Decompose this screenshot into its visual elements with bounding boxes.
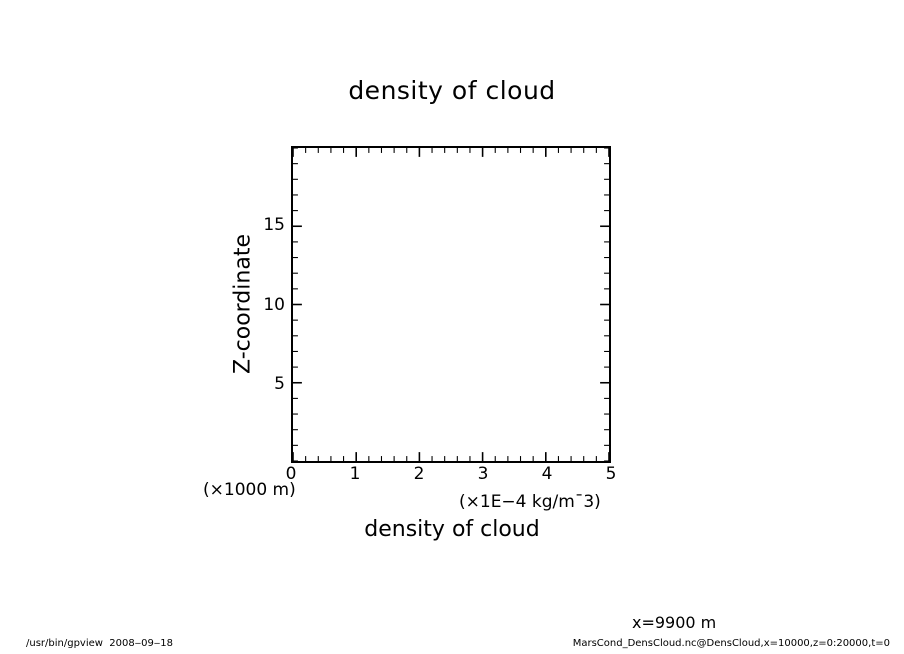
x-tick-label: 2: [413, 464, 425, 484]
x-axis-title: density of cloud: [364, 517, 540, 542]
x-tick-label: 4: [541, 464, 553, 484]
y-tick-label: 15: [263, 215, 285, 236]
footer-right-text: MarsCond_DensCloud.nc@DensCloud,x=10000,…: [572, 638, 890, 649]
axis-ticks: [293, 148, 609, 461]
annotation-x-position: x=9900 m: [632, 613, 717, 632]
y-axis-title: Z-coordinate: [230, 234, 256, 374]
x-tick-label: 0: [285, 464, 297, 484]
footer-left-text: /usr/bin/gpview 2008‒09‒18: [26, 638, 173, 649]
x-unit-right-label: (×1E−4 kg/m¯3): [459, 492, 601, 512]
x-tick-label: 1: [349, 464, 361, 484]
x-tick-label: 3: [477, 464, 489, 484]
y-tick-label: 5: [274, 373, 285, 394]
plot-canvas: [293, 148, 609, 461]
x-tick-label: 5: [605, 464, 617, 484]
chart-title: density of cloud: [348, 76, 556, 105]
side-annotation-block: x=9900 m t=0 s: [632, 575, 716, 654]
y-tick-label: 10: [263, 294, 285, 315]
x-unit-left-label: (×1000 m): [203, 480, 296, 500]
plot-frame: [291, 146, 611, 463]
